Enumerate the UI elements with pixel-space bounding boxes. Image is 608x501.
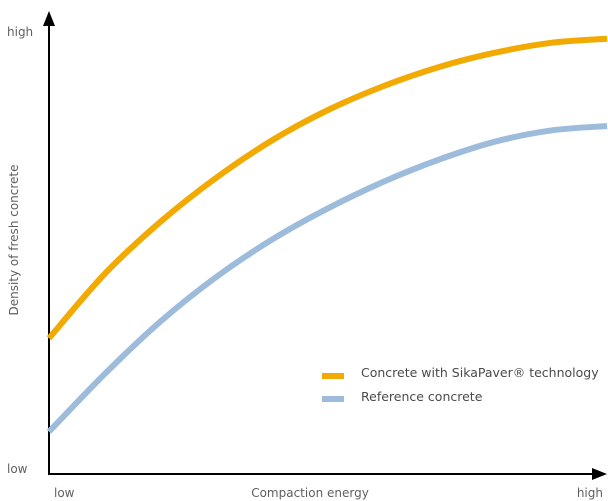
y-tick-label-high: high: [7, 25, 33, 39]
y-tick-label-low: low: [7, 462, 28, 476]
legend-swatch-reference: [322, 396, 344, 402]
y-axis-arrow-icon: [43, 11, 55, 26]
x-tick-label-high: high: [577, 486, 603, 500]
legend-label-reference: Reference concrete: [361, 389, 483, 404]
legend-swatch-sikapaver: [322, 373, 344, 379]
legend-label-sikapaver: Concrete with SikaPaver® technology: [361, 365, 599, 380]
x-tick-label-low: low: [54, 486, 75, 500]
series-line-reference: [46, 123, 608, 434]
y-axis-title: Density of fresh concrete: [7, 164, 21, 315]
series-layer: [46, 35, 608, 434]
series-line-sikapaver: [46, 35, 608, 341]
x-axis-arrow-icon: [592, 468, 607, 480]
x-axis-title: Compaction energy: [251, 486, 369, 500]
legend: Concrete with SikaPaver® technology Refe…: [322, 365, 599, 404]
